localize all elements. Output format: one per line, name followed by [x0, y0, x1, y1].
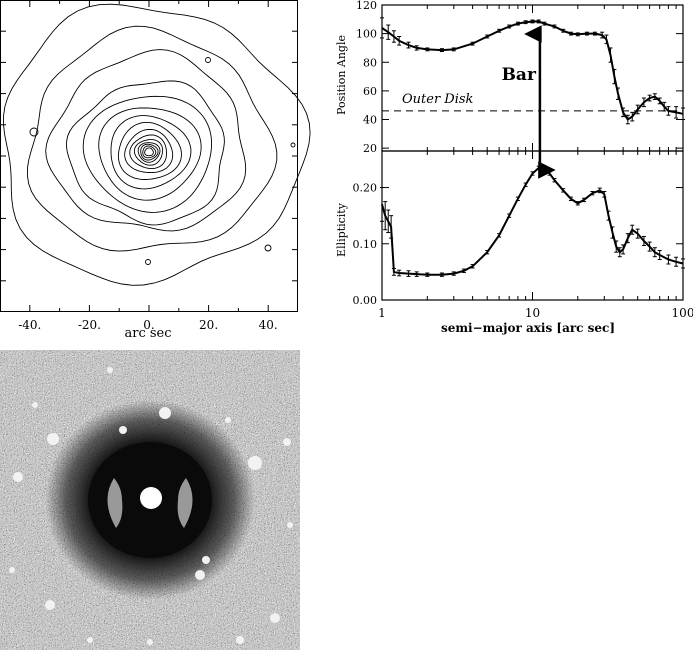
profile-x-tick-label: 100	[672, 306, 693, 320]
isophote-contour	[26, 25, 278, 252]
isophote-contour	[98, 107, 202, 201]
contour-x-tick-label: 20.	[199, 318, 218, 332]
contour-x-tick-label: -20.	[78, 318, 101, 332]
star-contour	[205, 57, 211, 63]
contour-x-axis-label: arc sec	[124, 326, 171, 341]
ellipticity-y-tick-label: 0.20	[353, 182, 378, 195]
contour-x-tick-label: 0.	[143, 318, 154, 332]
star-contour	[145, 259, 151, 265]
isophote-contour-panel: -40. -20. 0. 20. 40. arc sec	[0, 0, 311, 341]
isophote-contour	[129, 134, 167, 170]
isophote-contour	[133, 139, 164, 166]
position-angle-y-tick-label: 80	[363, 56, 377, 69]
bar-annotation: Bar	[502, 25, 556, 179]
position-angle-plot: 20 40 60 80 100 120	[356, 0, 685, 155]
contour-x-tick-label: 40.	[259, 318, 278, 332]
bar-label: Bar	[502, 65, 537, 85]
contour-x-ticks: -40. -20. 0. 20. 40.	[0, 0, 298, 332]
position-angle-y-label: Position Angle	[335, 35, 348, 115]
profile-x-tick-label: 10	[525, 306, 540, 320]
ellipticity-y-tick-label: 0.10	[353, 238, 378, 251]
galaxy-core	[140, 487, 162, 509]
position-angle-y-tick-label: 20	[363, 142, 377, 155]
isophote-contours	[3, 3, 311, 286]
ellipticity-plot: 0.00 0.10 0.20 1 10 100	[353, 150, 693, 320]
position-angle-y-tick-label: 40	[363, 114, 377, 127]
ellipticity-y-tick-label: 0.00	[353, 294, 378, 307]
star-contour	[264, 244, 272, 252]
isophote-contour	[144, 147, 154, 157]
isophote-contour	[117, 121, 182, 180]
isophote-contour	[124, 128, 174, 174]
isophote-contour	[66, 80, 225, 226]
position-angle-y-tick-label: 100	[356, 28, 377, 41]
isophote-contour	[3, 3, 311, 286]
outer-disk-label: Outer Disk	[402, 92, 474, 107]
profile-x-axis-label: semi−major axis [arc sec]	[441, 321, 615, 335]
profile-x-tick-label: 1	[378, 306, 386, 320]
ellipticity-series-line	[381, 166, 684, 276]
isophote-contour	[137, 142, 161, 163]
position-angle-y-tick-label: 120	[356, 0, 377, 12]
star-contour	[290, 142, 296, 148]
contour-x-tick-label: -40.	[18, 318, 41, 332]
isophote-contour	[140, 143, 159, 161]
unsharp-masked-image-panel	[0, 350, 300, 650]
field-stars	[9, 367, 293, 645]
isophote-contour	[142, 145, 157, 159]
position-angle-y-tick-label: 60	[363, 85, 377, 98]
isophote-contour	[110, 115, 192, 190]
star-contour	[29, 127, 39, 137]
ellipticity-y-label: Ellipticity	[335, 202, 348, 257]
bar-right-lobe	[177, 478, 193, 528]
isophote-profile-panel: 20 40 60 80 100 120 0.00 0.10 0.20 1 10 100 Positi…	[335, 0, 693, 335]
isophote-contour	[82, 95, 213, 213]
bar-left-lobe	[107, 478, 123, 528]
isophote-contour	[45, 49, 247, 232]
